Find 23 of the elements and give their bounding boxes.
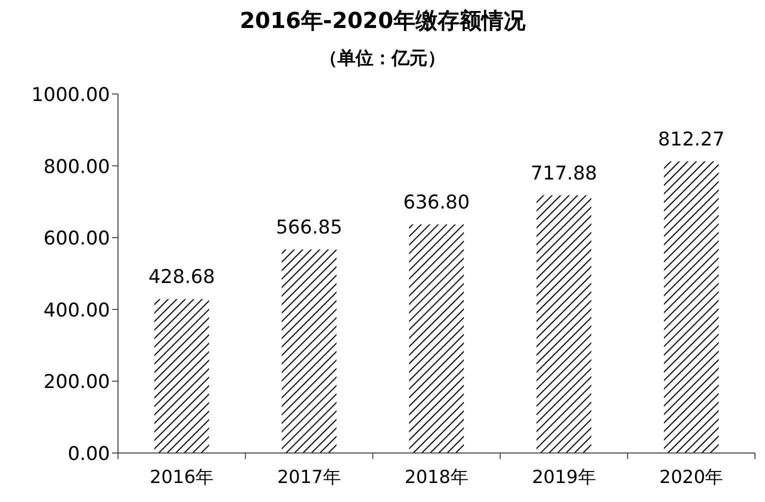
x-tick-label: 2017年 (277, 467, 342, 488)
y-tick-label: 800.00 (44, 156, 110, 178)
x-tick-label: 2020年 (659, 467, 724, 488)
data-label: 636.80 (403, 191, 470, 214)
x-tick-label: 2016年 (150, 467, 214, 488)
data-label: 812.27 (658, 128, 725, 150)
y-tick-label: 0.00 (68, 443, 110, 465)
bar (154, 299, 210, 453)
y-tick-label: 400.00 (44, 299, 110, 322)
bar (282, 250, 336, 453)
chart-title: 2016年-2020年缴存额情况 (240, 8, 526, 34)
bar (409, 224, 464, 453)
x-tick-label: 2019年 (532, 467, 596, 488)
bar (536, 195, 592, 453)
y-tick-label: 1000.00 (31, 84, 110, 106)
data-label: 428.68 (148, 266, 215, 288)
y-tick-label: 200.00 (44, 371, 110, 394)
y-tick-label: 600.00 (44, 228, 110, 250)
chart-subtitle: （单位：亿元） (320, 48, 446, 69)
x-tick-label: 2018年 (404, 467, 468, 488)
data-label: 566.85 (276, 216, 342, 238)
bar (664, 161, 719, 453)
data-label: 717.88 (530, 162, 598, 184)
